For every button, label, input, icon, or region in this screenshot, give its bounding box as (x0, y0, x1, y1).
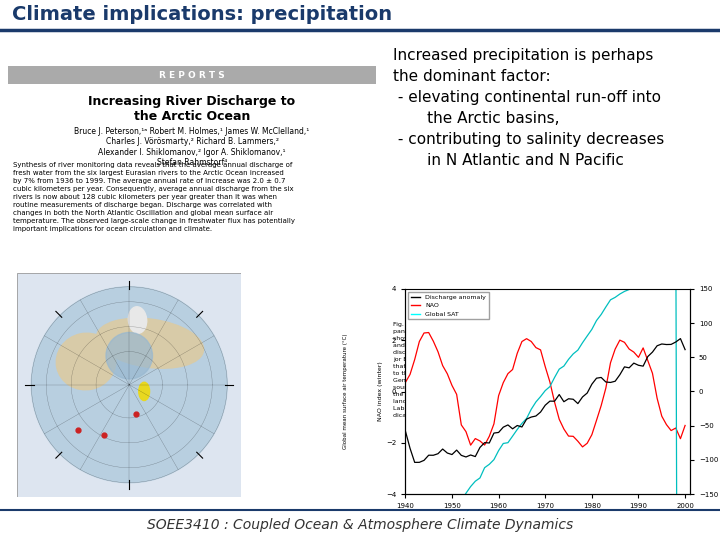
Circle shape (31, 287, 228, 483)
Text: the dominant factor:: the dominant factor: (393, 69, 551, 84)
Ellipse shape (128, 307, 147, 333)
Text: Increasing River Discharge to
the Arctic Ocean: Increasing River Discharge to the Arctic… (89, 95, 296, 123)
Text: - elevating continental run-off into: - elevating continental run-off into (393, 90, 661, 105)
Text: in N Atlantic and N Pacific: in N Atlantic and N Pacific (393, 153, 624, 168)
Legend: Discharge anomaly, NAO, Global SAT: Discharge anomaly, NAO, Global SAT (408, 292, 489, 319)
Text: the Arctic basins,: the Arctic basins, (393, 111, 559, 126)
Ellipse shape (96, 318, 204, 368)
Bar (8, 66, 376, 84)
Text: Global mean surface air temperature (°C): Global mean surface air temperature (°C) (343, 334, 348, 449)
Circle shape (106, 333, 153, 379)
Text: Bruce J. Peterson,¹ᵃ Robert M. Holmes,¹ James W. McClelland,¹
Charles J. Vörösma: Bruce J. Peterson,¹ᵃ Robert M. Holmes,¹ … (74, 127, 310, 167)
Text: R E P O R T S: R E P O R T S (159, 71, 225, 79)
Y-axis label: NAO index (winter): NAO index (winter) (378, 362, 383, 421)
Text: Synthesis of river monitoring data reveals that the average annual discharge of
: Synthesis of river monitoring data revea… (13, 162, 295, 232)
Text: Increased precipitation is perhaps: Increased precipitation is perhaps (393, 48, 653, 63)
Ellipse shape (139, 382, 150, 401)
Text: - contributing to salinity decreases: - contributing to salinity decreases (393, 132, 665, 147)
Ellipse shape (56, 333, 116, 390)
Text: Climate implications: precipitation: Climate implications: precipitation (12, 5, 392, 24)
Text: Fig. 1. Map of the
pan-arctic watershed
showing catchments
and average annual
di: Fig. 1. Map of the pan-arctic watershed … (393, 322, 461, 418)
Text: SOEE3410 : Coupled Ocean & Atmosphere Climate Dynamics: SOEE3410 : Coupled Ocean & Atmosphere Cl… (147, 518, 573, 532)
